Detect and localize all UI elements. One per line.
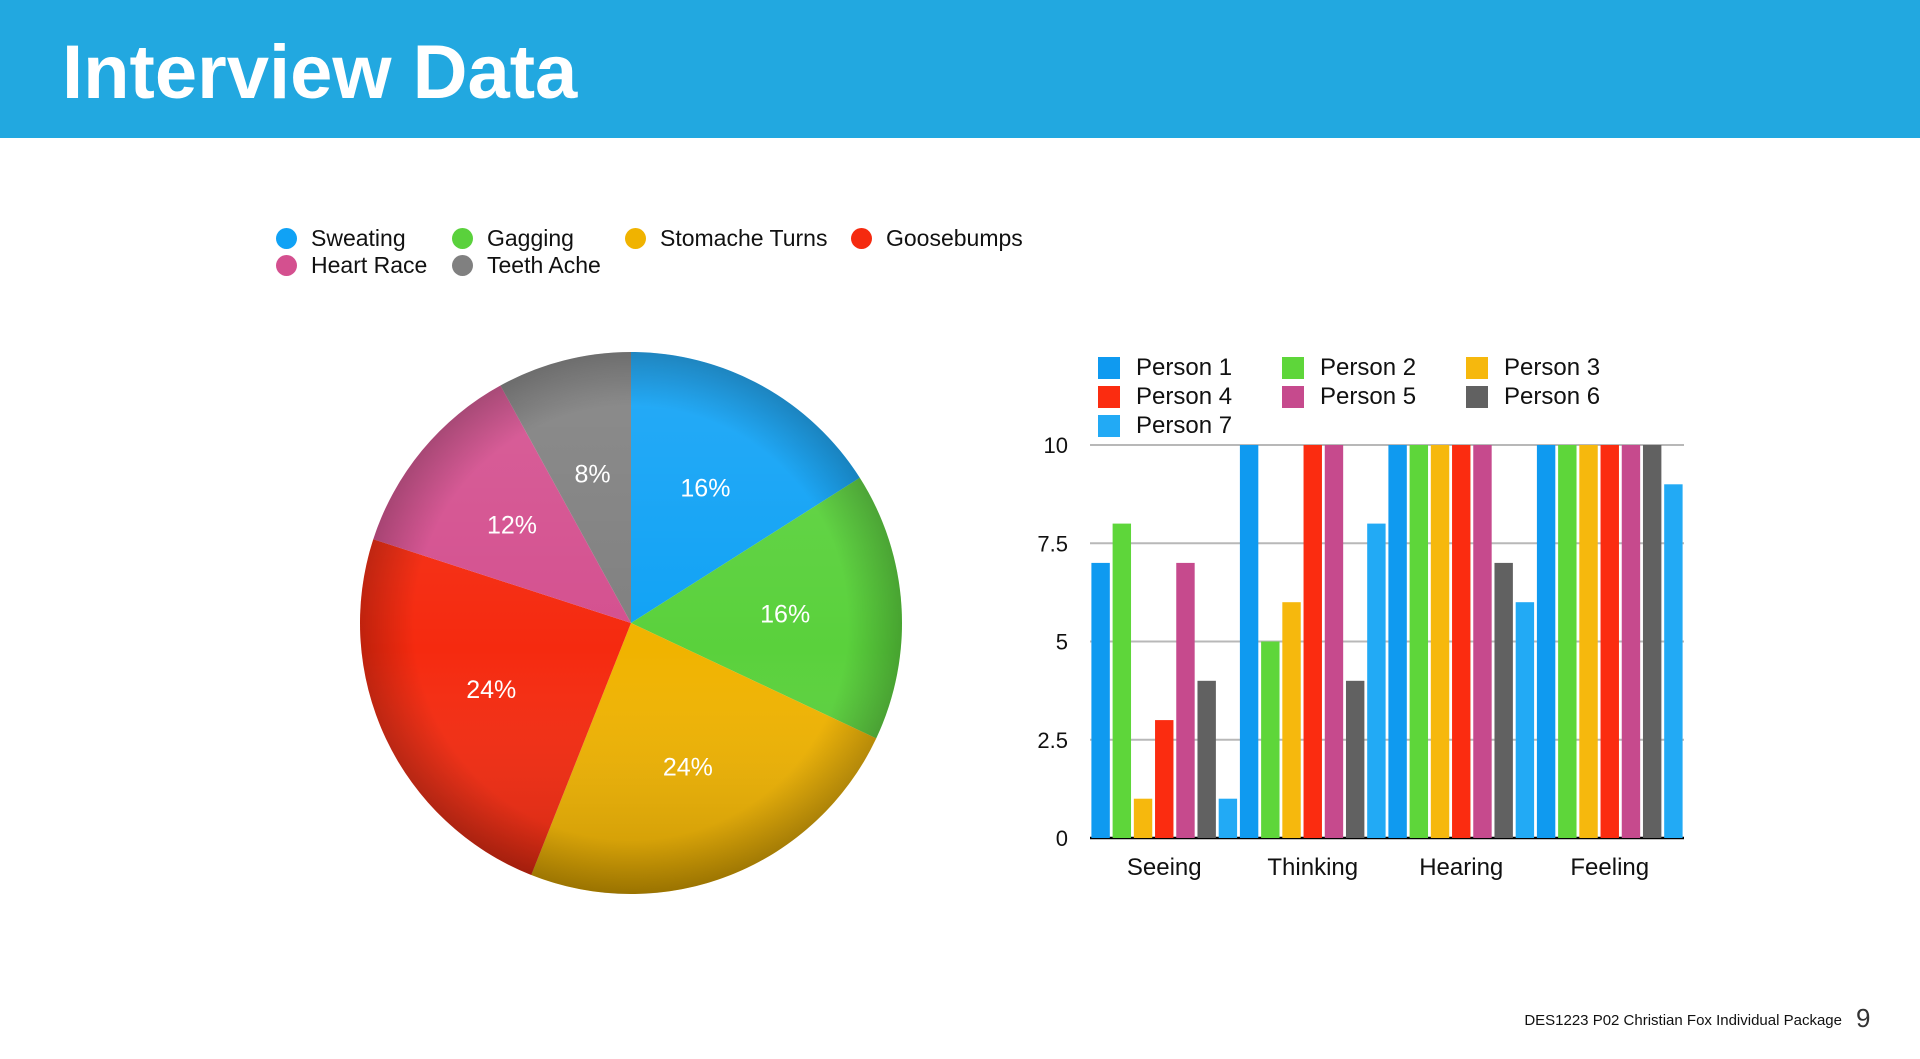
bar-hearing-person-6 (1494, 562, 1513, 838)
legend-swatch (1282, 386, 1304, 408)
legend-swatch (276, 228, 297, 249)
footer-text: DES1223 P02 Christian Fox Individual Pac… (1524, 1012, 1842, 1029)
y-tick-label: 0 (1056, 826, 1068, 851)
x-tick-label: Hearing (1419, 854, 1503, 881)
bar-hearing-person-7 (1515, 602, 1535, 838)
bar-seeing-person-6 (1197, 680, 1216, 838)
legend-swatch (1282, 357, 1304, 379)
x-tick-label: Seeing (1127, 854, 1202, 881)
pie-legend-item-teeth-ache: Teeth Ache (452, 252, 601, 279)
pie-legend-item-sweating: Sweating (276, 225, 406, 252)
bar-hearing-person-3 (1430, 445, 1450, 838)
bar-feeling-person-4 (1600, 445, 1619, 838)
pie-data-label: 8% (575, 460, 611, 488)
title-bar: Interview Data (0, 0, 1920, 138)
bar-legend-item-person-6: Person 6 (1466, 383, 1600, 411)
bar-seeing-person-2 (1112, 523, 1132, 838)
pie-legend-item-gagging: Gagging (452, 225, 574, 252)
bar-feeling-person-2 (1558, 445, 1577, 838)
legend-label: Heart Race (311, 252, 428, 278)
legend-label: Sweating (311, 225, 406, 251)
legend-label: Person 2 (1320, 354, 1417, 381)
pie-legend: Sweating Gagging Stomache Turns Goosebumps H… (276, 225, 1076, 285)
page-title: Interview Data (62, 30, 578, 115)
legend-swatch (452, 228, 473, 249)
bar-hearing-person-1 (1388, 445, 1407, 838)
bar-seeing-person-7 (1218, 798, 1238, 838)
bar-feeling-person-6 (1642, 445, 1662, 838)
bar-thinking-person-5 (1324, 445, 1344, 838)
legend-label: Gagging (487, 225, 574, 251)
legend-label: Person 6 (1504, 383, 1601, 410)
legend-label: Goosebumps (886, 225, 1023, 251)
bar-chart: 0 2.5 5 7.5 10 Seeing Thinking Hearing Feeling (1037, 433, 1684, 881)
x-tick-label: Thinking (1267, 854, 1358, 881)
pie-legend-item-goosebumps: Goosebumps (851, 225, 1023, 252)
legend-label: Person 3 (1504, 354, 1601, 381)
x-tick-label: Feeling (1570, 854, 1649, 881)
y-tick-label: 7.5 (1037, 531, 1068, 556)
bar-thinking-person-4 (1303, 445, 1322, 838)
bar-feeling-person-3 (1579, 445, 1598, 838)
bar-thinking-person-6 (1345, 680, 1365, 838)
legend-label: Teeth Ache (487, 252, 601, 278)
bar-legend-item-person-1: Person 1 (1098, 354, 1232, 382)
legend-swatch (1466, 357, 1488, 379)
y-tick-label: 10 (1044, 433, 1068, 458)
bar-hearing-person-5 (1473, 445, 1492, 838)
pie-data-label: 24% (663, 754, 713, 782)
bar-hearing-person-4 (1452, 445, 1471, 838)
pie-data-label: 12% (487, 512, 537, 540)
legend-swatch (851, 228, 872, 249)
bar-legend-item-person-2: Person 2 (1282, 354, 1416, 382)
legend-label: Person 5 (1320, 383, 1417, 410)
legend-label: Stomache Turns (660, 225, 828, 251)
pie-legend-item-stomache-turns: Stomache Turns (625, 225, 827, 252)
bar-thinking-person-7 (1367, 523, 1386, 838)
bar-feeling-person-5 (1621, 445, 1641, 838)
y-tick-label: 5 (1056, 630, 1068, 655)
y-tick-label: 2.5 (1037, 728, 1068, 753)
bar-feeling-person-7 (1664, 484, 1683, 838)
legend-label: Person 7 (1136, 412, 1233, 439)
pie-data-label: 24% (466, 676, 516, 704)
legend-swatch (276, 255, 297, 276)
legend-swatch (1098, 386, 1120, 408)
legend-label: Person 4 (1136, 383, 1233, 410)
legend-swatch (1466, 386, 1488, 408)
bar-feeling-person-1 (1536, 445, 1556, 838)
pie-data-label: 16% (760, 600, 810, 628)
legend-swatch (625, 228, 646, 249)
pie-chart: 16% 16% 24% 24% 12% 8% (360, 352, 902, 894)
bar-seeing-person-3 (1133, 798, 1153, 838)
bar-seeing-person-5 (1176, 562, 1195, 838)
bar-legend-item-person-7: Person 7 (1098, 412, 1232, 440)
page-number: 9 (1856, 1003, 1871, 1033)
bar-thinking-person-3 (1282, 602, 1301, 838)
legend-swatch (452, 255, 473, 276)
bar-hearing-person-2 (1409, 445, 1429, 838)
legend-swatch (1098, 357, 1120, 379)
bar-legend-item-person-4: Person 4 (1098, 383, 1232, 411)
bar-seeing-person-4 (1155, 720, 1174, 838)
bar-legend-item-person-3: Person 3 (1466, 354, 1600, 382)
pie-data-label: 16% (680, 475, 730, 503)
bar-thinking-person-2 (1261, 641, 1280, 838)
legend-swatch (1098, 415, 1120, 437)
pie-legend-item-heart-race: Heart Race (276, 252, 427, 279)
bar-thinking-person-1 (1239, 445, 1259, 838)
bar-legend-item-person-5: Person 5 (1282, 383, 1416, 411)
legend-label: Person 1 (1136, 354, 1233, 381)
bar-legend: Person 1 Person 2 Person 3 Person 4 Person 5… (1098, 354, 1658, 444)
bar-seeing-person-1 (1091, 562, 1110, 838)
